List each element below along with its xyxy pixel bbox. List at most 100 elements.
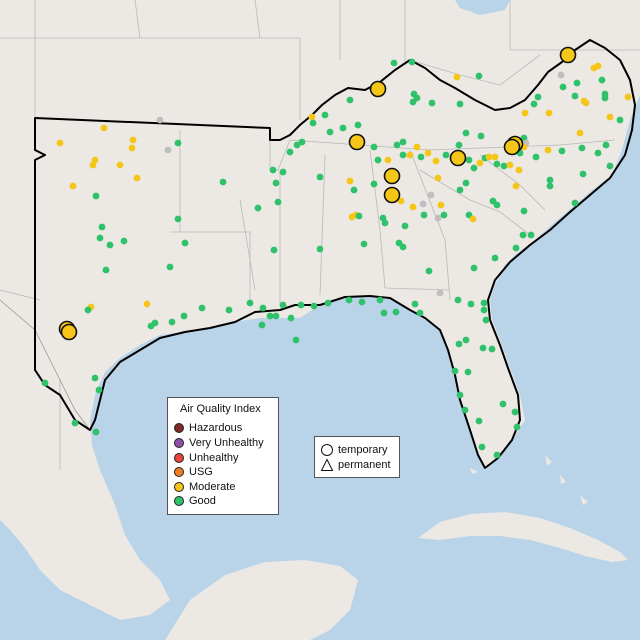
legend-label: Very Unhealthy: [189, 437, 264, 449]
monitor-point: [420, 211, 428, 219]
monitor-point: [451, 367, 459, 375]
legend-label: USG: [189, 466, 213, 478]
legend-label: temporary: [338, 444, 388, 456]
land-bahamas: [545, 455, 588, 505]
monitor-point: [491, 153, 499, 161]
monitor-point: [428, 99, 436, 107]
monitor-point: [339, 124, 347, 132]
monitor-point: [478, 443, 486, 451]
monitor-point: [436, 289, 444, 297]
monitor-point: [573, 79, 581, 87]
monitor-point: [181, 239, 189, 247]
monitor-point: [96, 234, 104, 242]
monitor-point: [84, 306, 92, 314]
monitor-point: [174, 139, 182, 147]
monitor-point: [462, 129, 470, 137]
monitor-point: [360, 240, 368, 248]
monitor-point: [442, 151, 450, 159]
monitor-point: [309, 119, 317, 127]
monitor-point: [266, 312, 274, 320]
monitor-point: [269, 166, 277, 174]
monitor-point: [499, 400, 507, 408]
monitor-point: [120, 237, 128, 245]
monitor-point: [476, 159, 484, 167]
monitor-point: [480, 306, 488, 314]
temporary-monitor-point: [348, 133, 366, 151]
monitor-point: [401, 222, 409, 230]
monitor-point: [606, 113, 614, 121]
lake: [455, 0, 510, 15]
monitor-point: [434, 174, 442, 182]
monitor-point: [493, 160, 501, 168]
monitor-point: [455, 141, 463, 149]
legend-swatch: [174, 496, 184, 506]
legend-title: Air Quality Index: [180, 403, 261, 415]
monitor-point: [419, 200, 427, 208]
monitor-point: [475, 417, 483, 425]
monitor-point: [374, 156, 382, 164]
monitor-point: [519, 231, 527, 239]
monitor-point: [521, 109, 529, 117]
monitor-point: [491, 254, 499, 262]
monitor-point: [133, 174, 141, 182]
monitor-point: [432, 157, 440, 165]
monitor-point: [297, 301, 305, 309]
temporary-monitor-point: [383, 167, 401, 185]
monitor-point: [370, 180, 378, 188]
monitor-points: [41, 46, 632, 459]
monitor-point: [98, 223, 106, 231]
monitor-point: [91, 374, 99, 382]
monitor-point: [571, 199, 579, 207]
monitor-point: [355, 212, 363, 220]
legend-label: Good: [189, 495, 216, 507]
legend-item-temporary: temporary: [320, 443, 388, 457]
monitor-point: [411, 300, 419, 308]
monitor-point: [254, 204, 262, 212]
monitor-point: [461, 406, 469, 414]
monitor-point: [425, 267, 433, 275]
monitor-point: [413, 143, 421, 151]
monitor-point: [95, 386, 103, 394]
monitor-point: [286, 148, 294, 156]
monitor-point: [427, 191, 435, 199]
legend-item-usg: USG: [174, 465, 213, 479]
monitor-point: [164, 146, 172, 154]
monitor-point: [456, 100, 464, 108]
monitor-point: [384, 156, 392, 164]
monitor-point: [594, 62, 602, 70]
monitor-point: [293, 141, 301, 149]
monitor-point: [292, 336, 300, 344]
aqi-legend: Air Quality Index Hazardous Very Unhealt…: [167, 397, 279, 515]
monitor-point: [390, 59, 398, 67]
monitor-point: [462, 336, 470, 344]
monitor-point: [116, 161, 124, 169]
legend-item-unhealthy: Unhealthy: [174, 451, 239, 465]
legend-swatch: [174, 467, 184, 477]
monitor-point: [346, 177, 354, 185]
monitor-point: [166, 263, 174, 271]
monitor-point: [380, 309, 388, 317]
monitor-point: [41, 379, 49, 387]
monitor-point: [465, 156, 473, 164]
monitor-point: [500, 162, 508, 170]
monitor-point: [308, 113, 316, 121]
monitor-point: [399, 151, 407, 159]
monitor-point: [488, 345, 496, 353]
monitor-point: [346, 96, 354, 104]
monitor-point: [326, 128, 334, 136]
monitor-point: [512, 182, 520, 190]
monitor-point: [298, 138, 306, 146]
monitor-point: [580, 97, 588, 105]
monitor-point: [434, 214, 442, 222]
temporary-monitor-point: [60, 323, 78, 341]
monitor-point: [544, 146, 552, 154]
monitor-point: [480, 299, 488, 307]
monitor-point: [92, 192, 100, 200]
monitor-point: [287, 314, 295, 322]
monitor-point: [417, 153, 425, 161]
legend-item-permanent: permanent: [320, 458, 391, 472]
monitor-point: [437, 201, 445, 209]
monitor-point: [89, 161, 97, 169]
legend-label: permanent: [338, 459, 391, 471]
